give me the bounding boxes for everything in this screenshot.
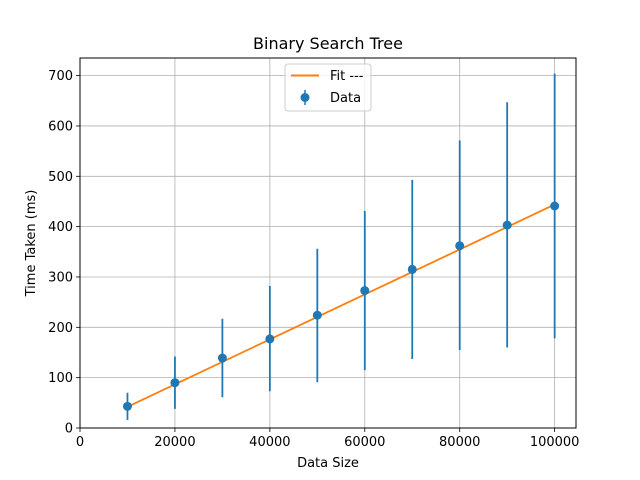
y-tick-label: 100 <box>48 371 73 386</box>
y-tick-label: 500 <box>48 170 73 185</box>
legend-data-marker <box>300 93 310 102</box>
x-tick-label: 0 <box>76 435 84 450</box>
plot-frame <box>79 57 577 429</box>
y-axis: 0 100 200 300 400 500 600 700 <box>48 69 80 437</box>
data-series <box>122 73 560 420</box>
y-axis-title: Time Taken (ms) <box>24 190 39 298</box>
x-tick-label: 60000 <box>344 435 385 450</box>
x-tick-label: 100000 <box>530 435 580 450</box>
x-axis-title: Data Size <box>297 456 359 471</box>
x-tick-label: 40000 <box>249 435 290 450</box>
data-point <box>122 401 132 411</box>
data-point <box>407 264 417 274</box>
y-tick-label: 200 <box>48 321 73 336</box>
data-point <box>265 334 275 344</box>
fit-series <box>127 203 556 408</box>
data-point <box>502 220 512 230</box>
x-tick-label: 20000 <box>154 435 195 450</box>
data-point <box>170 378 180 388</box>
legend-fit-label: Fit --- <box>330 69 364 84</box>
x-axis: 0 20000 40000 60000 80000 100000 <box>76 428 580 450</box>
x-tick-label: 80000 <box>439 435 480 450</box>
data-point <box>217 353 227 363</box>
y-tick-label: 0 <box>65 422 73 437</box>
fit-line <box>127 203 556 408</box>
data-point <box>312 310 322 320</box>
chart-title: Binary Search Tree <box>253 34 403 53</box>
y-tick-label: 400 <box>48 220 73 235</box>
data-point <box>360 286 370 296</box>
legend-data-label: Data <box>330 91 361 106</box>
y-tick-label: 600 <box>48 119 73 134</box>
data-point <box>550 201 560 211</box>
y-tick-label: 300 <box>48 270 73 285</box>
legend: Fit --- Data <box>284 63 372 112</box>
data-point <box>455 241 465 251</box>
y-tick-label: 700 <box>48 69 73 84</box>
